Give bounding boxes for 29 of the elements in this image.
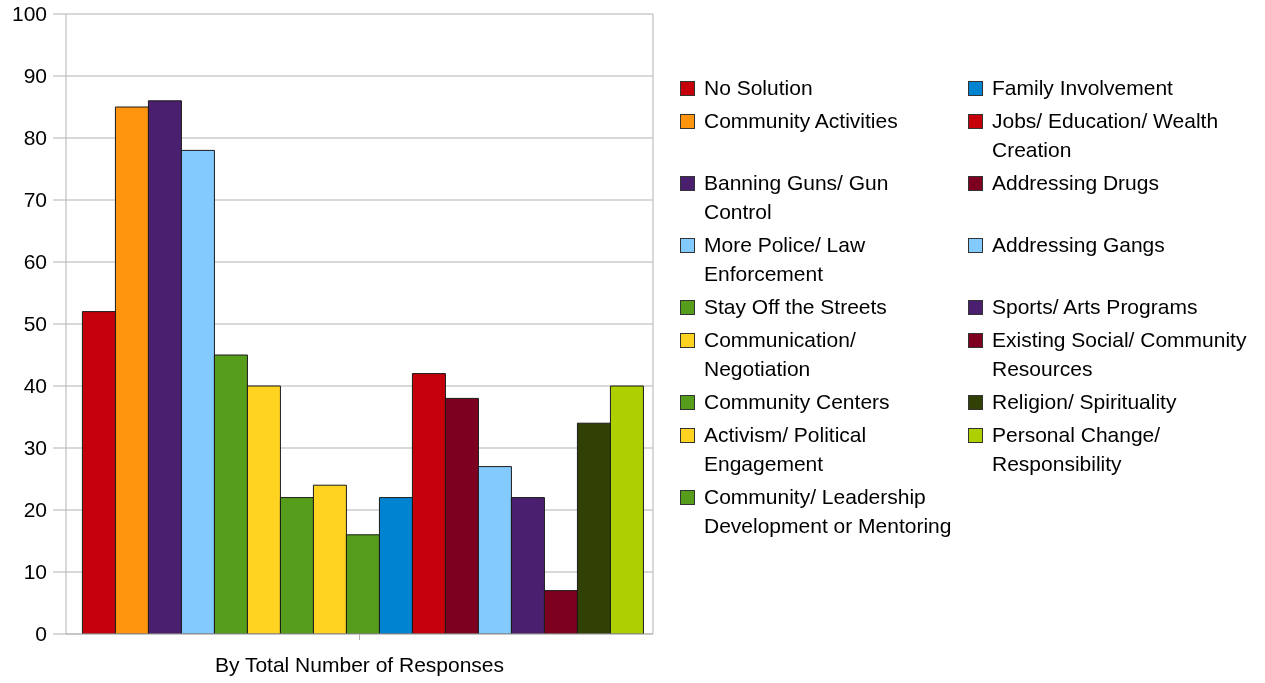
legend-label: Banning Guns/ Gun Control: [704, 170, 890, 225]
legend-label: Addressing Drugs: [992, 170, 1160, 196]
legend-label: Existing Social/ Community Resources: [992, 327, 1248, 382]
legend-label: Religion/ Spirituality: [992, 389, 1178, 415]
legend-label: Sports/ Arts Programs: [992, 294, 1199, 320]
y-tick-label: 20: [23, 498, 47, 522]
legend-label: Addressing Gangs: [992, 232, 1166, 258]
y-tick-label: 80: [23, 126, 47, 150]
legend-label: No Solution: [704, 75, 814, 101]
y-tick-label: 40: [23, 374, 47, 398]
legend-label: Communication/ Negotiation: [704, 327, 857, 382]
legend-label: Jobs/ Education/ Wealth Creation: [992, 108, 1220, 163]
legend-label: More Police/ Law Enforcement: [704, 232, 867, 287]
legend-label: Stay Off the Streets: [704, 294, 888, 320]
y-tick-label: 70: [23, 188, 47, 212]
y-tick-label: 10: [23, 560, 47, 584]
legend-label: Community Activities: [704, 108, 899, 134]
y-tick-label: 0: [35, 622, 47, 646]
legend-label: Community Centers: [704, 389, 891, 415]
legend-label: Personal Change/ Responsibility: [992, 422, 1162, 477]
y-tick-label: 60: [23, 250, 47, 274]
y-tick-label: 30: [23, 436, 47, 460]
legend-label: Activism/ Political Engagement: [704, 422, 868, 477]
y-tick-label: 90: [23, 64, 47, 88]
y-tick-label: 100: [11, 2, 47, 26]
legend-label: Family Involvement: [992, 75, 1174, 101]
legend-label: Community/ Leadership Development or Mentoring: [704, 484, 953, 539]
y-tick-label: 50: [23, 312, 47, 336]
x-tick-label: By Total Number of Responses: [214, 652, 505, 676]
